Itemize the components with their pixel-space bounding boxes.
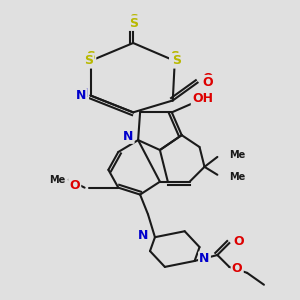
Text: S: S bbox=[172, 54, 181, 67]
Text: S: S bbox=[84, 54, 93, 67]
Text: N: N bbox=[77, 87, 88, 100]
Text: S: S bbox=[129, 13, 138, 26]
Text: Me: Me bbox=[49, 175, 65, 185]
Text: N: N bbox=[123, 130, 134, 142]
Text: O: O bbox=[202, 72, 213, 85]
Text: S: S bbox=[86, 50, 95, 63]
Text: Me: Me bbox=[229, 150, 245, 160]
Text: Me: Me bbox=[229, 172, 245, 182]
Text: S: S bbox=[129, 17, 138, 30]
Text: O: O bbox=[234, 235, 244, 248]
Text: N: N bbox=[138, 229, 148, 242]
Text: N: N bbox=[76, 89, 86, 102]
Text: N: N bbox=[199, 253, 210, 266]
Text: O: O bbox=[69, 179, 80, 192]
Text: O: O bbox=[202, 76, 213, 89]
Text: S: S bbox=[170, 50, 179, 63]
Text: O: O bbox=[232, 262, 242, 275]
Text: OH: OH bbox=[192, 92, 213, 105]
